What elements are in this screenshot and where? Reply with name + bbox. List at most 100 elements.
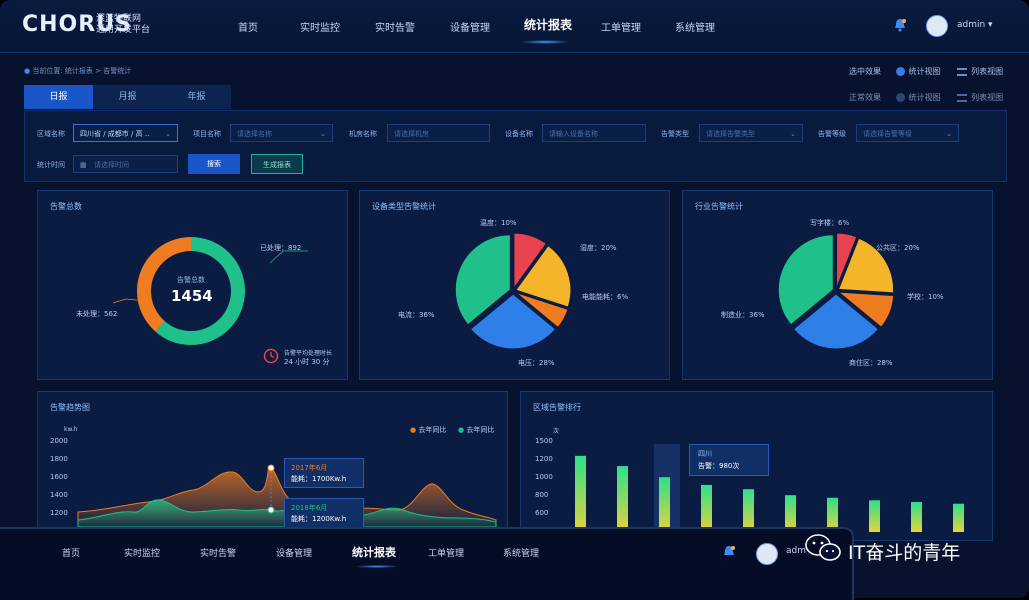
trend-point-b — [267, 506, 275, 514]
bottom-navbar: 首页 实时监控 实时告警 设备管理 统计报表 工单管理 系统管理 adm — [0, 527, 854, 600]
rank-bar[interactable] — [575, 455, 586, 532]
pie-label-voltage: 电压：28% — [518, 359, 555, 367]
trend-y-tick: 2000 — [50, 437, 68, 445]
nav-work-order[interactable]: 工单管理 — [601, 23, 641, 34]
pie-chart-icon[interactable] — [895, 93, 905, 102]
generate-report-button[interactable]: 生成报表 — [251, 154, 303, 174]
chart-view-button[interactable]: 统计视图 — [908, 67, 941, 76]
tab-monthly[interactable]: 月报 — [93, 85, 162, 109]
list-icon[interactable] — [957, 93, 968, 102]
bottom-nav-home[interactable]: 首页 — [62, 549, 81, 559]
stat-time-input[interactable]: ▦ 请选择时间 — [73, 155, 178, 173]
region-ranking-title: 区域告警排行 — [533, 403, 581, 412]
rank-bar[interactable] — [869, 500, 880, 532]
chevron-down-icon: ⌄ — [790, 130, 796, 138]
rank-y-tick: 1500 — [535, 437, 553, 445]
list-icon[interactable] — [957, 67, 968, 76]
trend-tooltip-1-title: 2017年6月 — [291, 464, 328, 472]
device-name-input[interactable]: 请输入设备名称 — [542, 124, 646, 142]
alarm-type-placeholder: 请选择告警类型 — [706, 130, 755, 138]
project-select[interactable]: 请选择名称 ⌄ — [230, 124, 333, 142]
avatar[interactable] — [926, 15, 948, 37]
list-view-button[interactable]: 列表视图 — [971, 93, 1004, 102]
rank-bar[interactable] — [743, 489, 754, 532]
region-select[interactable]: 四川省 / 成都市 / 高 .. ⌄ — [73, 124, 178, 142]
alarm-type-select[interactable]: 请选择告警类型 ⌄ — [699, 124, 803, 142]
alarm-level-select[interactable]: 请选择告警等级 ⌄ — [856, 124, 959, 142]
breadcrumb-text: 当前位置: 统计报表 > 告警统计 — [32, 67, 132, 75]
logo-subtitle: 深蓝物联网 通用开发平台 — [96, 14, 150, 36]
rank-bar[interactable] — [827, 497, 838, 532]
pie-label-temperature: 温度：10% — [480, 219, 517, 227]
trend-unit: kw.h — [64, 426, 78, 433]
rank-bar[interactable] — [617, 466, 628, 532]
watermark-text: IT奋斗的青年 — [848, 542, 961, 564]
machine-room-label: 机房名称 — [349, 130, 377, 138]
device-type-pie — [454, 232, 572, 350]
avatar[interactable] — [756, 543, 778, 565]
nav-device-management[interactable]: 设备管理 — [450, 23, 490, 34]
search-button[interactable]: 搜索 — [188, 154, 240, 174]
tab-daily[interactable]: 日报 — [24, 85, 93, 109]
unhandled-label: 未处理：562 — [76, 310, 118, 318]
machine-room-placeholder: 请选择机房 — [394, 130, 429, 138]
user-menu[interactable]: admin ▾ — [957, 20, 993, 30]
trend-y-tick: 1800 — [50, 455, 68, 463]
rank-bar[interactable] — [785, 495, 796, 532]
bottom-nav-realtime-alarm[interactable]: 实时告警 — [200, 549, 237, 559]
list-view-button[interactable]: 列表视图 — [971, 67, 1004, 76]
bottom-nav-work-order[interactable]: 工单管理 — [428, 549, 465, 559]
donut-segment-unhandled — [137, 237, 245, 345]
pie-label-public: 公共区：20% — [876, 244, 920, 252]
bottom-nav-statistics-report[interactable]: 统计报表 — [352, 546, 396, 559]
handled-leader-line — [269, 250, 308, 264]
machine-room-select[interactable]: 请选择机房 — [387, 124, 490, 142]
pie-chart-icon[interactable] — [895, 67, 905, 76]
nav-system-management[interactable]: 系统管理 — [675, 23, 715, 34]
bell-icon[interactable] — [893, 18, 907, 32]
rank-bar[interactable] — [911, 502, 922, 532]
rank-y-tick: 600 — [535, 509, 549, 517]
trend-y-tick: 1200 — [50, 509, 68, 517]
avg-handling-label: 告警平均处理时长 — [284, 350, 333, 357]
bottom-nav-system-management[interactable]: 系统管理 — [503, 549, 540, 559]
rank-bar[interactable] — [953, 503, 964, 532]
industry-pie — [777, 232, 895, 350]
donut-center-value: 1454 — [171, 287, 213, 305]
rank-bar[interactable] — [701, 484, 712, 532]
bottom-nav-device-management[interactable]: 设备管理 — [276, 549, 313, 559]
nav-statistics-report[interactable]: 统计报表 — [524, 18, 573, 32]
filter-panel: 区域名称 四川省 / 成都市 / 高 .. ⌄ 项目名称 请选择名称 ⌄ 机房名… — [24, 110, 1007, 182]
chevron-down-icon: ⌄ — [946, 130, 952, 138]
alarm-level-label: 告警等级 — [818, 130, 846, 138]
trend-legend-a-text: 去年同比 — [418, 426, 447, 434]
trend-tooltip-2: 2018年6月 能耗：1200Kw.h — [284, 498, 364, 528]
trend-chart — [77, 464, 497, 528]
chart-view-button[interactable]: 统计视图 — [908, 93, 941, 102]
wechat-icon — [805, 534, 841, 561]
view-mode-normal: 正常效果 统计视图 列表视图 — [849, 92, 1003, 103]
stat-time-placeholder: 请选择时间 — [94, 161, 129, 169]
tab-yearly[interactable]: 年报 — [162, 85, 231, 109]
nav-home[interactable]: 首页 — [238, 23, 258, 34]
bottom-nav-realtime-monitor[interactable]: 实时监控 — [124, 549, 161, 559]
industry-pie-slice-3 — [792, 293, 880, 350]
rank-bar[interactable] — [659, 477, 670, 532]
industry-alarm-card: 行业告警统计 写字楼：6% 公共区：20% 学校：10% 商住区：28% 制造业… — [682, 190, 993, 380]
trend-tooltip-1: 2017年6月 能耗：1700Kw.h — [284, 458, 364, 488]
pie-label-current: 电流：36% — [398, 311, 435, 319]
nav-realtime-monitor[interactable]: 实时监控 — [300, 23, 340, 34]
logo-subtitle-line-2: 通用开发平台 — [96, 25, 151, 35]
device-name-label: 设备名称 — [505, 130, 533, 138]
bell-icon[interactable] — [722, 545, 736, 559]
trend-tooltip-2-title: 2018年6月 — [291, 504, 328, 512]
bottom-user-menu[interactable]: adm — [786, 546, 806, 556]
project-label: 项目名称 — [193, 130, 221, 138]
region-ranking-card: 区域告警排行 次 1500 1200 1000 800 600 四川 告警：98… — [520, 391, 993, 541]
nav-realtime-alarm[interactable]: 实时告警 — [375, 23, 415, 34]
alarm-trend-title: 告警趋势图 — [50, 403, 90, 412]
device-type-alarm-card: 设备类型告警统计 温度：10% 湿度：20% 电能能耗：6% 电压：28% 电流… — [359, 190, 670, 380]
trend-tooltip-1-value: 能耗：1700Kw.h — [291, 475, 347, 483]
trend-legend-a: ● 去年同比 — [410, 426, 447, 434]
